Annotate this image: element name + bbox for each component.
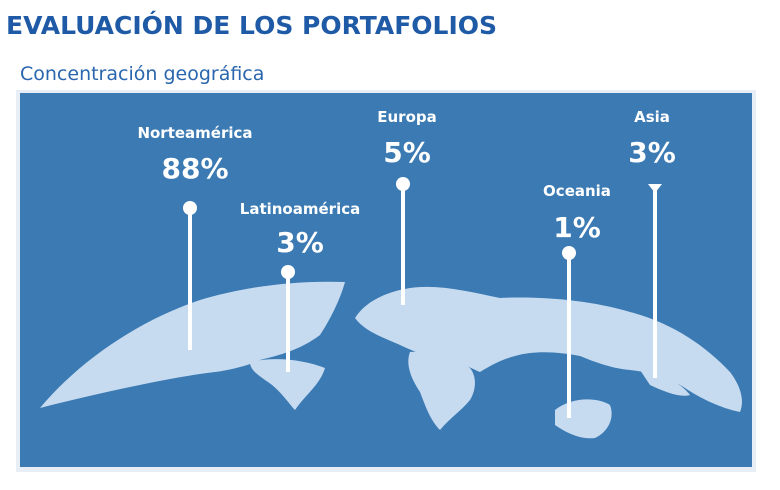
region-share: 1% <box>553 211 601 244</box>
pin-head <box>562 246 576 260</box>
map-background <box>20 93 752 467</box>
region-share: 3% <box>276 226 324 259</box>
pin-head <box>396 177 410 191</box>
region-name: Latinoamérica <box>240 200 360 218</box>
region-name: Asia <box>634 108 670 126</box>
region-pins: Norteamérica 88% Latinoamérica 3% Europa 5% Oc… <box>137 108 676 418</box>
region-name: Oceania <box>543 182 611 200</box>
region-share: 3% <box>628 136 676 169</box>
region-share: 5% <box>383 136 431 169</box>
pin-head <box>281 265 295 279</box>
world-map <box>40 281 742 439</box>
pin-head <box>648 184 662 193</box>
region-name: Europa <box>377 108 437 126</box>
region-share: 88% <box>161 152 228 185</box>
region-name: Norteamérica <box>137 124 252 142</box>
pin-head <box>183 201 197 215</box>
subtitle: Concentración geográfica <box>20 63 264 85</box>
title: EVALUACIÓN DE LOS PORTAFOLIOS <box>6 10 497 40</box>
